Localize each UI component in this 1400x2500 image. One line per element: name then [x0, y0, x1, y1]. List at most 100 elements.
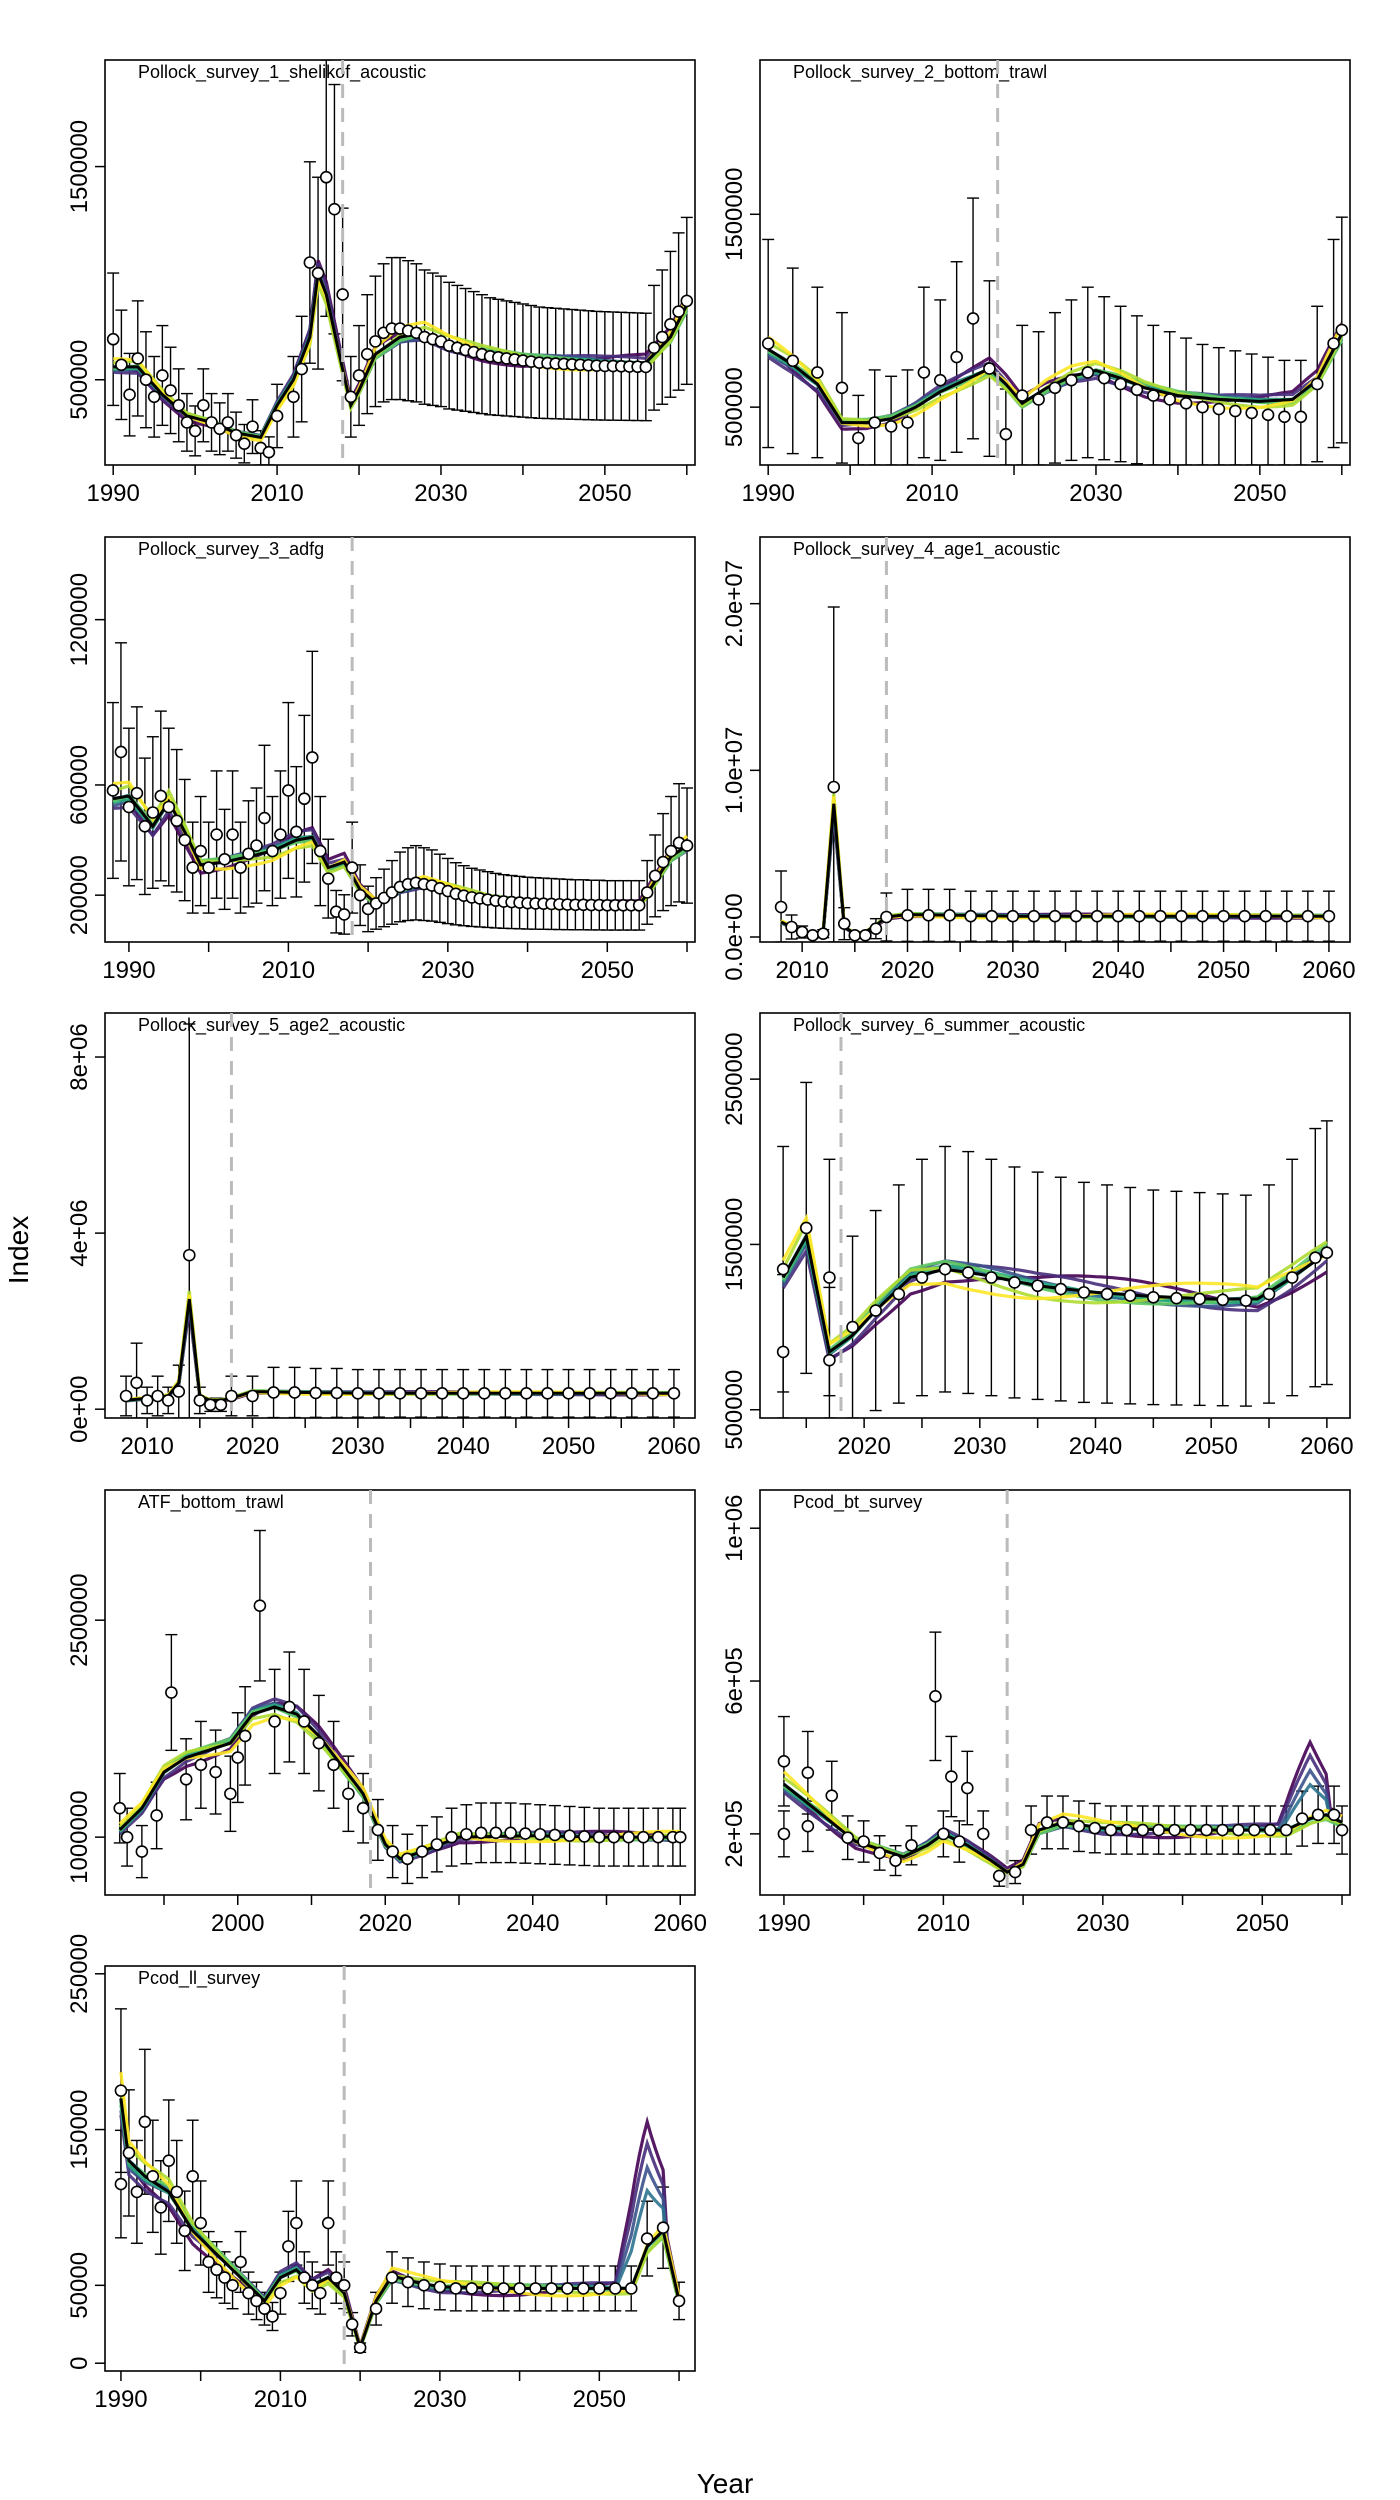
- observed-point: [135, 1845, 149, 1858]
- panel-title: Pollock_survey_3_adfg: [138, 539, 324, 560]
- x-tick-label: 2010: [917, 1910, 970, 1937]
- observed-point: [311, 266, 325, 280]
- observed-point: [224, 1787, 237, 1801]
- observed-point: [130, 1376, 143, 1390]
- observed-point: [210, 828, 223, 841]
- observed-point: [561, 2282, 574, 2295]
- plot-area: [776, 1013, 1334, 1418]
- observed-point: [474, 1826, 488, 1840]
- observed-point: [961, 1266, 975, 1279]
- x-tick-label: 2030: [414, 480, 467, 507]
- observed-point: [964, 909, 978, 923]
- observed-point: [221, 416, 235, 429]
- observed-point: [119, 1389, 133, 1403]
- observed-point: [901, 416, 914, 429]
- observed-point: [329, 2271, 343, 2284]
- observed-point: [266, 2310, 279, 2323]
- observed-point: [1163, 393, 1177, 406]
- observed-point: [194, 1758, 208, 1772]
- observed-point: [369, 335, 382, 348]
- observed-point: [218, 853, 231, 866]
- observed-point: [1090, 909, 1104, 923]
- observed-point: [1054, 1282, 1068, 1296]
- x-tick-label: 2010: [775, 957, 828, 984]
- observed-point: [274, 2286, 287, 2300]
- observed-point: [283, 1700, 296, 1714]
- retro-series-line: [767, 323, 1344, 428]
- observed-point: [776, 1345, 790, 1359]
- observed-point: [825, 1789, 839, 1802]
- x-tick-label: 2040: [437, 1433, 490, 1460]
- panel-8: Pcod_bt_survey 1990 2010 2030 2050 2e+05 6e+05…: [721, 1489, 1351, 1937]
- plot-area: [777, 1490, 1349, 1895]
- observed-point: [477, 1387, 491, 1400]
- y-tick-label: 150000: [66, 2090, 93, 2170]
- observed-point: [178, 833, 192, 847]
- observed-point: [345, 861, 359, 874]
- observed-point: [1147, 1291, 1160, 1304]
- y-tick-label: 2500000: [66, 1573, 93, 1666]
- observed-point: [639, 360, 653, 374]
- observed-point: [188, 424, 202, 438]
- observed-point: [1008, 1276, 1021, 1289]
- observed-point: [656, 2221, 670, 2234]
- x-tick-label: 2050: [573, 2386, 626, 2413]
- observed-point: [786, 354, 800, 368]
- observed-point: [258, 2302, 271, 2315]
- observed-point: [258, 811, 271, 825]
- observed-point: [194, 2216, 207, 2230]
- observed-point: [303, 256, 317, 269]
- observed-point: [1320, 1246, 1334, 1259]
- observed-point: [246, 420, 259, 433]
- observed-point: [1200, 1823, 1213, 1837]
- observed-point: [548, 1828, 562, 1842]
- observed-point: [353, 888, 367, 902]
- observed-point: [562, 1387, 575, 1400]
- observed-point: [193, 1394, 207, 1407]
- observed-point: [197, 399, 210, 412]
- observed-point: [672, 2294, 686, 2308]
- observed-point: [146, 2169, 160, 2183]
- observed-point: [298, 792, 311, 806]
- panel-3: Pollock_survey_3_adfg 1990 2010 2030 2050 200…: [66, 536, 696, 984]
- observed-point: [337, 2279, 351, 2292]
- observed-point: [205, 416, 218, 429]
- observed-point: [262, 445, 276, 459]
- plot-area: [774, 537, 1336, 942]
- plot-area: [106, 60, 694, 465]
- retro-series-line: [119, 2072, 681, 2353]
- observed-point: [1123, 1289, 1137, 1302]
- panel-title: Pollock_survey_5_age2_acoustic: [138, 1015, 405, 1036]
- observed-point: [164, 384, 177, 397]
- observed-point: [761, 337, 775, 350]
- observed-point: [146, 806, 160, 819]
- panel-title: Pollock_survey_6_summer_acoustic: [793, 1015, 1085, 1036]
- observed-point: [953, 1835, 966, 1848]
- observed-point: [1263, 1823, 1277, 1837]
- observed-point: [827, 780, 841, 794]
- observed-point: [1193, 1292, 1206, 1306]
- observed-point: [943, 909, 956, 922]
- plot-area: [761, 60, 1349, 465]
- observed-point: [1259, 909, 1273, 923]
- observed-point: [435, 1387, 449, 1400]
- observed-point: [344, 390, 358, 404]
- observed-point: [140, 1394, 154, 1407]
- x-tick-label: 2010: [254, 2386, 307, 2413]
- x-tick-label: 1990: [102, 957, 155, 984]
- observed-point: [801, 1819, 815, 1833]
- x-tick-label: 2010: [905, 480, 958, 507]
- observed-point: [1006, 909, 1020, 923]
- observed-point: [298, 2271, 311, 2284]
- observed-point: [1170, 1291, 1183, 1305]
- observed-point: [1168, 1823, 1181, 1837]
- x-tick-label: 2050: [1236, 1910, 1289, 1937]
- observed-point: [156, 369, 169, 382]
- observed-point: [625, 1387, 639, 1400]
- observed-point: [337, 908, 351, 921]
- observed-point: [415, 1845, 429, 1858]
- observed-point: [680, 839, 694, 852]
- observed-point: [901, 909, 914, 922]
- observed-point: [1238, 909, 1251, 923]
